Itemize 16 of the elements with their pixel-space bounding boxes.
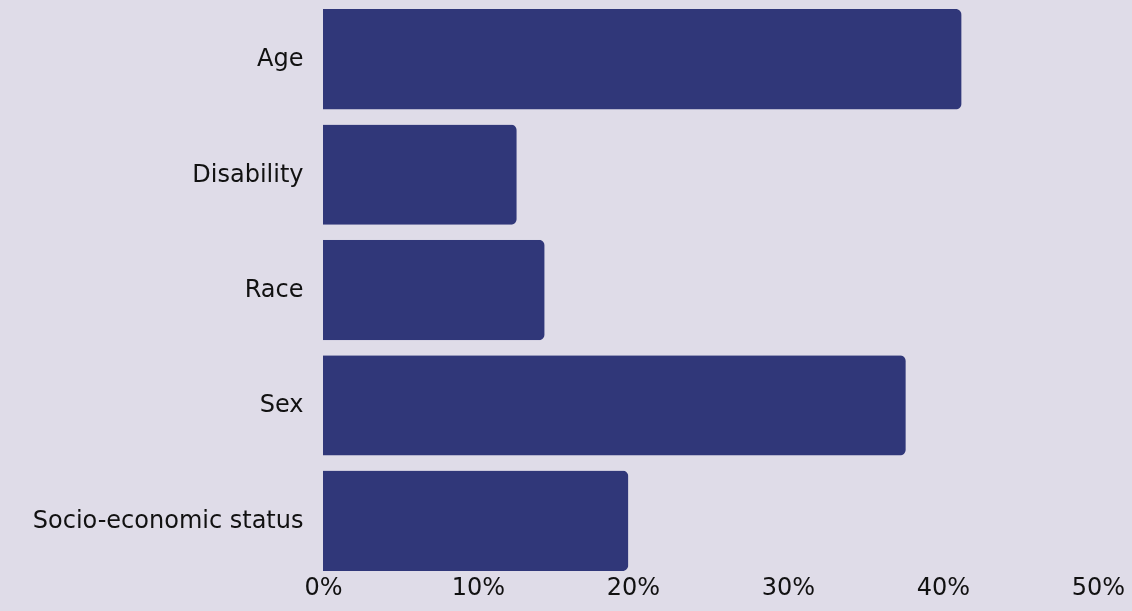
y-tick-label: Race (244, 275, 304, 303)
y-tick-label: Sex (259, 390, 304, 419)
y-tick-label: Disability (192, 159, 304, 188)
y-tick-label: Age (257, 44, 304, 73)
x-tick-label: 50% (1071, 572, 1126, 601)
bar (323, 239, 545, 341)
bar (323, 470, 629, 571)
x-tick-label: 30% (761, 572, 816, 601)
x-tick-label: 10% (451, 572, 506, 601)
bar (323, 355, 906, 456)
y-tick-label: Socio-economic status (32, 505, 304, 534)
bar (323, 9, 962, 110)
x-tick-label: 20% (606, 572, 661, 601)
x-tick-label: 0% (304, 572, 343, 601)
x-tick-label: 40% (916, 572, 971, 601)
bar (323, 124, 517, 225)
